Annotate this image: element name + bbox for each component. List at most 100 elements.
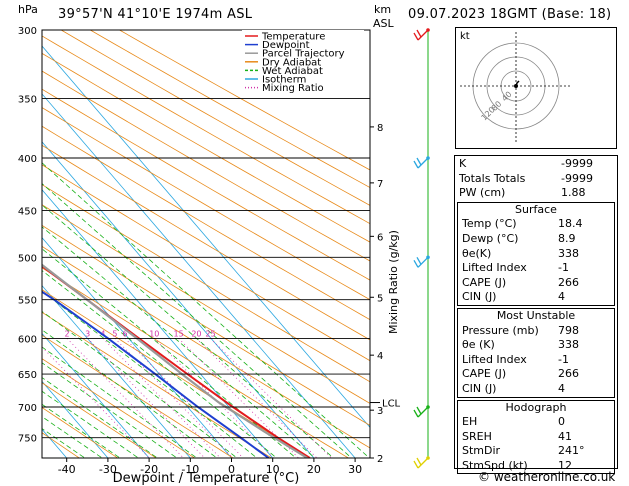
most-unstable-label: CAPE (J) [462, 367, 507, 381]
pressure-tick-label: 300 [18, 26, 37, 37]
dry-adiabat-line [42, 382, 157, 458]
surface-label: CAPE (J) [462, 275, 507, 289]
most-unstable-value: 338 [558, 338, 579, 352]
dry-adiabat-line [0, 0, 15, 466]
wet-adiabat-line [42, 204, 335, 458]
mixing-ratio-line [124, 338, 244, 458]
surface-label: Temp (°C) [462, 217, 517, 231]
hodograph-origin [514, 84, 518, 88]
hodograph-value: 12 [558, 458, 572, 472]
wind-barb-icon [413, 255, 430, 268]
pressure-tick-label: 700 [18, 403, 37, 414]
legend-label: Parcel Trajectory [262, 49, 345, 60]
most-unstable-row: Pressure (mb) 798 [458, 324, 614, 339]
dry-adiabat-line [42, 125, 370, 321]
temp-tick-label: -10 [181, 463, 199, 476]
most-unstable-label: θe (K) [462, 338, 495, 352]
index-label: K [459, 157, 467, 170]
temp-tick-label: 0 [228, 463, 235, 476]
mixing-ratio-label: 25 [205, 329, 215, 338]
km-tick-label: 7 [377, 179, 383, 190]
legend-label: Wet Adiabat [262, 66, 323, 77]
series-line-parcel-trajectory [42, 263, 308, 458]
mixing-ratio-line [210, 338, 333, 458]
surface-row: CAPE (J) 266 [458, 276, 614, 291]
pressure-tick-label: 500 [18, 253, 37, 264]
most-unstable-label: Lifted Index [462, 352, 527, 366]
most-unstable-value: 4 [558, 381, 565, 395]
wet-adiabat-line [42, 329, 218, 458]
hodograph-value: 0 [558, 415, 565, 429]
legend-box [242, 30, 364, 94]
most-unstable-label: CIN (J) [462, 381, 497, 395]
index-label: PW (cm) [459, 186, 506, 200]
surface-label: Lifted Index [462, 261, 527, 275]
isotherm-line [42, 332, 150, 458]
pressure-tick-label: 400 [18, 154, 37, 165]
wet-adiabat-line [42, 183, 353, 458]
pressure-tick-label: 650 [18, 370, 37, 381]
dry-adiabat-line [42, 204, 370, 404]
lcl-label: LCL [382, 399, 401, 410]
surface-label: θe(K) [462, 246, 492, 260]
surface-label: CIN (J) [462, 290, 497, 304]
most-unstable-row: CAPE (J) 266 [458, 367, 614, 382]
surface-row: CIN (J) 4 [458, 290, 614, 305]
surface-row: θe(K) 338 [458, 247, 614, 262]
hodograph-row: EH 0 [458, 415, 614, 430]
wind-barb-icon [413, 156, 430, 169]
hodograph-label: EH [462, 415, 478, 429]
index-value: 1.88 [561, 186, 586, 200]
surface-value: -1 [558, 261, 569, 275]
mixing-ratio-axis-label: Mixing Ratio (g/kg) [387, 230, 400, 334]
wet-adiabat-line [42, 416, 103, 458]
isotherm-line [42, 284, 191, 458]
dry-adiabat-line [42, 245, 370, 449]
wet-adiabat-line [42, 162, 370, 458]
km-tick-label: 6 [377, 232, 383, 243]
km-tick-label: 3 [377, 406, 383, 417]
wind-barb-icon [413, 28, 430, 41]
surface-row: Dewp (°C) 8.9 [458, 232, 614, 247]
hodograph-section: Hodograph EH 0 SREH 41 StmDir 241° StmSpd (kt)… [457, 399, 615, 475]
series-line-temperature [42, 264, 311, 458]
plot-frame [41, 29, 371, 459]
pressure-tick-label: 600 [18, 334, 37, 345]
credit-footer[interactable]: © weatheronline.co.uk [478, 470, 616, 484]
dry-adiabat-line [42, 52, 370, 243]
wet-adiabat-line [42, 403, 121, 458]
mixing-ratio-label: 15 [174, 329, 184, 338]
km-tick-label: 2 [377, 454, 383, 465]
dry-adiabat-line [42, 334, 234, 458]
mixing-ratio-line [42, 346, 150, 458]
indices-list: K -9999 Totals Totals -9999 PW (cm) 1.88 [455, 157, 617, 201]
surface-value: 338 [558, 246, 579, 260]
x-axis-label: Dewpoint / Temperature (°C) [113, 471, 300, 486]
dry-adiabat-line [89, 30, 370, 189]
dry-adiabat-line [42, 107, 370, 301]
most-unstable-row: θe (K) 338 [458, 338, 614, 353]
legend-label: Isotherm [262, 75, 306, 86]
km-tick-label: 4 [377, 351, 383, 362]
legend-label: Dry Adiabat [262, 57, 321, 68]
dry-adiabat-line [42, 406, 119, 458]
surface-row: Lifted Index -1 [458, 261, 614, 276]
surface-value: 8.9 [558, 231, 576, 245]
hodograph-value: 241° [558, 444, 585, 458]
dry-adiabat-line [42, 164, 370, 362]
mixing-ratio-line [196, 338, 318, 458]
dry-adiabat-line [0, 0, 53, 466]
mixing-ratio-label: 5 [112, 329, 117, 338]
mixing-ratio-label: 20 [191, 329, 201, 338]
most-unstable-value: -1 [558, 352, 569, 366]
wet-adiabat-line [42, 310, 238, 458]
isotherm-line [42, 380, 109, 458]
pressure-tick-label: 450 [18, 206, 37, 217]
most-unstable-row: Lifted Index -1 [458, 353, 614, 368]
dry-adiabat-line [42, 432, 81, 458]
hodograph-label: StmDir [462, 444, 501, 458]
mixing-ratio-line [102, 338, 221, 458]
hodograph-label: StmSpd (kt) [462, 458, 528, 472]
